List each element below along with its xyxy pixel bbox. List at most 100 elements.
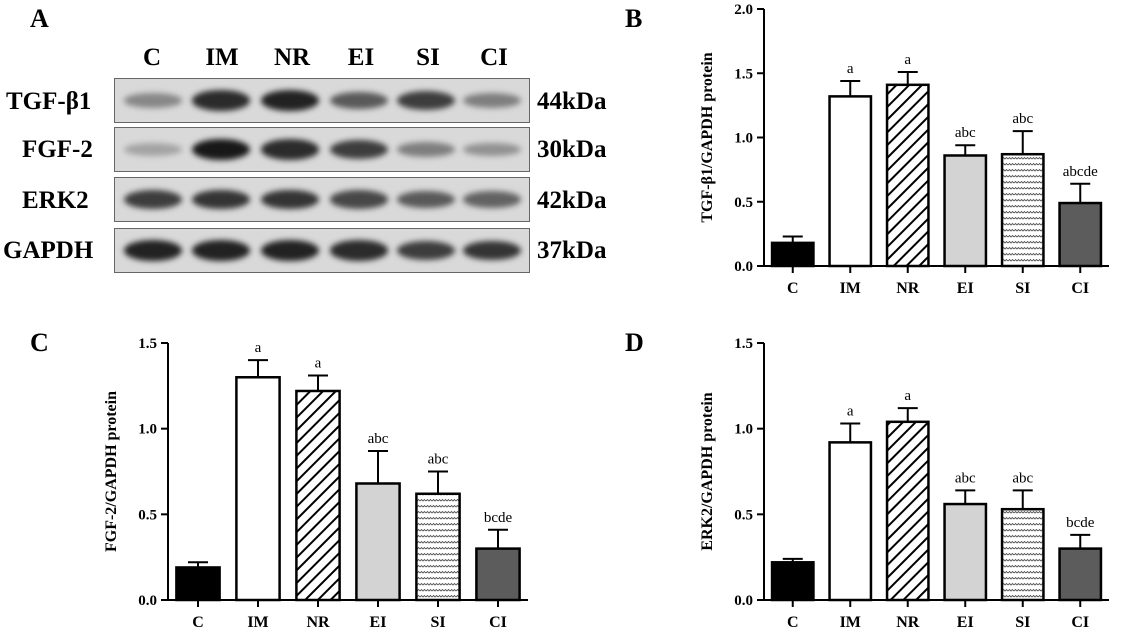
x-tick-label: EI: [370, 614, 387, 631]
x-tick-label: CI: [489, 614, 507, 631]
y-tick-label: 1.5: [734, 336, 753, 352]
blot-band: [397, 241, 455, 260]
y-tick-label: 1.0: [734, 131, 753, 147]
y-tick-label: 1.5: [138, 336, 157, 352]
significance-label: abc: [428, 452, 449, 468]
lane-label-si: SI: [416, 44, 440, 71]
x-tick-label: EI: [957, 614, 974, 631]
blot-band: [397, 142, 455, 157]
y-tick-label: 0.5: [138, 507, 157, 523]
x-tick-label: IM: [247, 614, 268, 631]
significance-label: abc: [1012, 111, 1033, 127]
significance-label: bcde: [484, 510, 513, 526]
bar-ei: [943, 502, 988, 602]
x-tick-label: C: [787, 614, 799, 631]
bar-si: [1000, 507, 1045, 602]
x-tick-label: CI: [1071, 280, 1089, 297]
y-axis-label: TGF-β1/GAPDH protein: [699, 52, 716, 222]
blot-band: [463, 142, 521, 157]
blot-band: [330, 190, 388, 209]
significance-label: abc: [1012, 470, 1033, 486]
y-tick-label: 0.5: [734, 195, 753, 211]
lane-label-ci: CI: [480, 44, 508, 71]
lane-label-c: C: [142, 44, 162, 71]
significance-label: a: [315, 356, 322, 372]
blot-band: [124, 93, 182, 108]
kda-label-gapdh: 37kDa: [537, 237, 607, 264]
blot-band: [330, 140, 388, 159]
y-tick-label: 2.0: [734, 2, 753, 18]
panel-label-c: C: [30, 328, 49, 357]
bar-si: [415, 492, 461, 602]
y-tick-label: 1.0: [734, 422, 753, 438]
bar-ei: [355, 482, 401, 602]
x-tick-label: CI: [1071, 614, 1089, 631]
blot-band: [261, 90, 319, 111]
y-tick-label: 0.5: [734, 507, 753, 523]
panel-label-b: B: [625, 4, 643, 33]
bar-ci: [1058, 201, 1103, 268]
bar-nr: [885, 420, 930, 602]
blot-band: [192, 189, 250, 210]
x-tick-label: IM: [840, 614, 861, 631]
significance-label: abc: [368, 431, 389, 447]
blot-band: [397, 190, 455, 209]
significance-label: bcde: [1066, 515, 1095, 531]
bar-im: [235, 376, 281, 602]
significance-label: abc: [955, 125, 976, 141]
x-tick-label: C: [787, 280, 799, 297]
blot-band: [192, 90, 250, 111]
blot-band: [261, 139, 319, 160]
bar-c: [770, 561, 815, 602]
blot-band: [463, 191, 521, 208]
significance-label: a: [255, 340, 262, 356]
bar-si: [1000, 152, 1045, 268]
y-tick-label: 0.0: [734, 259, 753, 275]
western-blot-panel: A C IM NR EI SI CI TGF-β1 FGF-2 ERK2 GAP…: [0, 0, 640, 300]
bar-ei: [943, 154, 988, 268]
x-tick-label: NR: [896, 614, 920, 631]
blot-band: [330, 240, 388, 261]
kda-label-fgf-2: 30kDa: [537, 136, 607, 163]
kda-label-erk2: 42kDa: [537, 187, 607, 214]
lane-label-im: IM: [205, 44, 239, 71]
row-label-tgf-b1: TGF-β1: [6, 88, 92, 115]
y-axis-label: FGF-2/GAPDH protein: [103, 391, 120, 552]
significance-label: abc: [955, 470, 976, 486]
bar-im: [828, 441, 873, 602]
blot-band: [463, 240, 521, 261]
y-tick-label: 0.0: [138, 593, 157, 609]
bar-c: [175, 566, 221, 602]
y-tick-label: 1.5: [734, 66, 753, 82]
bar-ci: [1058, 547, 1103, 602]
x-tick-label: NR: [306, 614, 330, 631]
blot-band: [124, 190, 182, 209]
panel-label-d: D: [625, 328, 644, 357]
blot-strip-erk2: [114, 177, 530, 222]
blot-band: [261, 240, 319, 261]
x-tick-label: IM: [840, 280, 861, 297]
significance-label: abcde: [1063, 164, 1098, 180]
y-tick-label: 0.0: [734, 593, 753, 609]
bar-nr: [885, 83, 930, 268]
x-tick-label: SI: [1015, 280, 1030, 297]
blot-band: [192, 240, 250, 261]
row-label-erk2: ERK2: [22, 187, 89, 214]
blot-strip-gapdh: [114, 228, 530, 273]
row-label-fgf-2: FGF-2: [22, 136, 93, 163]
blot-strip-tgf-b1: [114, 78, 530, 123]
blot-band: [463, 93, 521, 108]
blot-strip-fgf-2: [114, 127, 530, 172]
x-tick-label: EI: [957, 280, 974, 297]
x-tick-label: C: [192, 614, 204, 631]
significance-label: a: [847, 404, 854, 420]
significance-label: a: [904, 52, 911, 68]
kda-label-tgf-b1: 44kDa: [537, 88, 607, 115]
lane-label-nr: NR: [273, 44, 311, 71]
panel-label-a: A: [30, 4, 49, 33]
significance-label: a: [847, 61, 854, 77]
blot-band: [124, 143, 182, 156]
